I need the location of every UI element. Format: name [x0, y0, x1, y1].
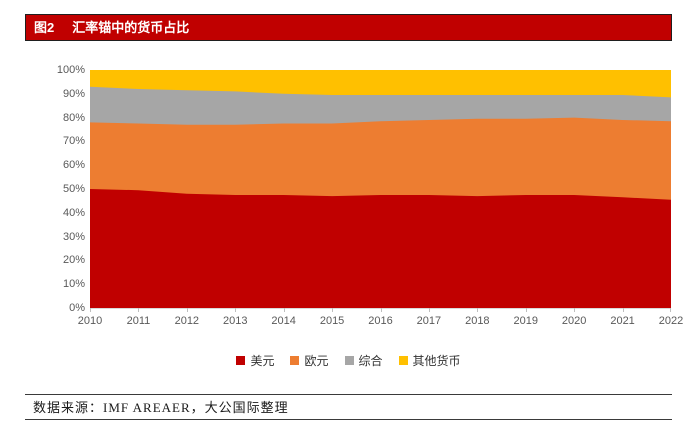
x-axis-tick — [138, 308, 140, 312]
legend-label: 欧元 — [304, 354, 329, 368]
legend-item: 欧元 — [290, 352, 329, 369]
x-axis-label: 2015 — [319, 315, 345, 327]
x-axis-tick — [428, 308, 430, 312]
x-axis-label: 2019 — [513, 315, 538, 327]
x-axis-label: 2010 — [77, 315, 103, 327]
x-axis-label: 2021 — [610, 315, 635, 327]
x-axis-tick — [186, 308, 188, 312]
figure-title: 汇率锚中的货币占比 — [72, 20, 190, 35]
x-axis-tick — [235, 308, 237, 312]
legend-item: 其他货币 — [398, 352, 461, 369]
x-axis-tick — [670, 308, 671, 312]
x-axis-tick — [90, 308, 91, 312]
legend-item: 综合 — [344, 352, 383, 369]
x-axis-tick — [477, 308, 479, 312]
legend-item: 美元 — [236, 352, 274, 369]
y-axis-label: 40% — [62, 206, 85, 219]
x-axis-tick — [283, 308, 285, 312]
x-axis-label: 2014 — [271, 315, 296, 327]
x-axis-label: 2022 — [658, 315, 684, 327]
legend-swatch-icon — [290, 356, 300, 365]
x-axis-label: 2011 — [126, 315, 151, 327]
x-axis-tick — [574, 308, 576, 312]
y-axis-label: 90% — [62, 87, 85, 100]
legend-label: 综合 — [358, 354, 383, 368]
y-axis-label: 30% — [62, 230, 85, 243]
y-axis-label: 60% — [62, 159, 85, 172]
y-axis-label: 10% — [62, 278, 85, 291]
figure-header: 图2 汇率锚中的货币占比 — [25, 14, 672, 41]
x-axis-label: 2012 — [174, 315, 200, 327]
source-note: 数据来源：IMF AREAER，大公国际整理 — [33, 400, 289, 415]
x-axis-label: 2016 — [368, 315, 393, 327]
x-axis-tick — [332, 308, 334, 312]
source-divider-top — [25, 394, 672, 395]
y-axis-label: 80% — [62, 111, 85, 124]
x-axis-label: 2013 — [223, 315, 248, 327]
legend-label: 美元 — [250, 354, 275, 368]
area-series-0 — [90, 189, 671, 308]
x-axis-tick — [525, 308, 527, 312]
y-axis-label: 50% — [62, 183, 85, 195]
y-axis-label: 0% — [69, 302, 85, 314]
x-axis-tick — [380, 308, 382, 312]
figure-label: 图2 — [34, 20, 55, 35]
plot-svg — [90, 70, 671, 308]
legend-swatch-icon — [398, 356, 408, 365]
legend: 美元 欧元 综合 其他货币 — [0, 352, 697, 369]
source-divider-bottom — [25, 419, 672, 420]
y-axis-label: 70% — [62, 135, 85, 148]
x-axis-label: 2017 — [416, 315, 442, 327]
y-axis-label: 100% — [56, 64, 85, 76]
x-axis-label: 2018 — [465, 315, 490, 327]
x-axis-label: 2020 — [561, 315, 587, 327]
legend-label: 其他货币 — [412, 354, 461, 368]
y-axis-label: 20% — [62, 254, 85, 267]
legend-swatch-icon — [236, 356, 246, 365]
x-axis-tick — [622, 308, 624, 312]
legend-swatch-icon — [344, 356, 354, 365]
